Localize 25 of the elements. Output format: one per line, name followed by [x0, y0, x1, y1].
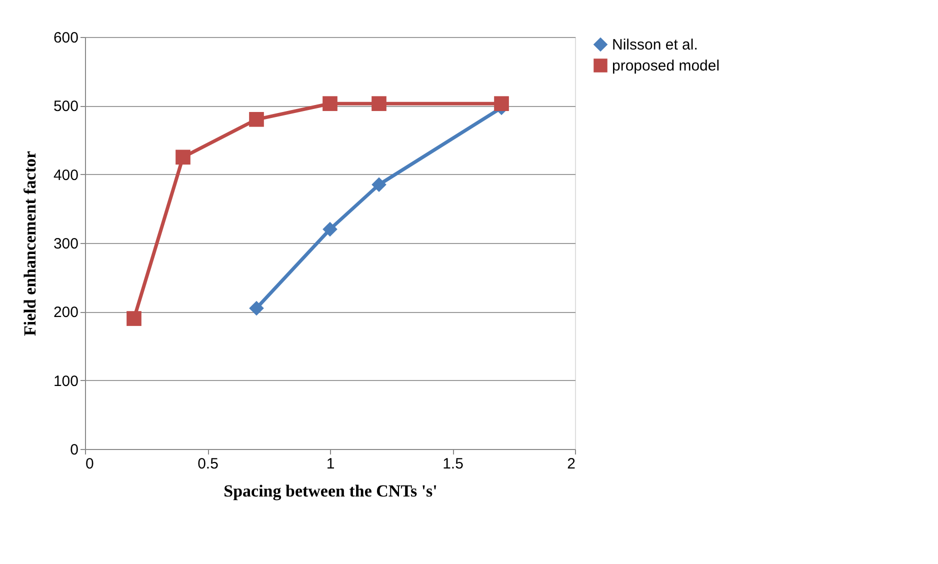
- x-tick-label: 0.5: [198, 456, 218, 472]
- point: [494, 96, 509, 112]
- point: [249, 300, 264, 316]
- x-tick-label: 1.5: [442, 456, 464, 472]
- x-tick-label: 0: [86, 456, 94, 472]
- point: [322, 222, 338, 237]
- x-tick-label: 2: [567, 456, 576, 472]
- y-tick-label: 200: [53, 304, 78, 322]
- point: [249, 112, 264, 127]
- y-tick-label: 500: [53, 98, 78, 116]
- y-axis-title: Field enhancement factor: [20, 150, 40, 336]
- point: [372, 96, 386, 112]
- y-tick-label: 400: [53, 166, 78, 184]
- point: [372, 177, 386, 192]
- y-tick-label: 0: [70, 442, 78, 458]
- point: [322, 96, 338, 112]
- legend-label: proposed model: [612, 58, 720, 74]
- point: [176, 150, 190, 165]
- x-tick-label: 1: [326, 456, 335, 472]
- x-axis-title: Spacing between the CNTs 's': [224, 482, 438, 500]
- y-tick-label: 300: [53, 236, 78, 252]
- point: [126, 311, 142, 326]
- y-tick-label: 100: [53, 372, 78, 390]
- y-tick-label: 600: [53, 30, 78, 46]
- legend-label: Nilsson et al.: [612, 36, 698, 54]
